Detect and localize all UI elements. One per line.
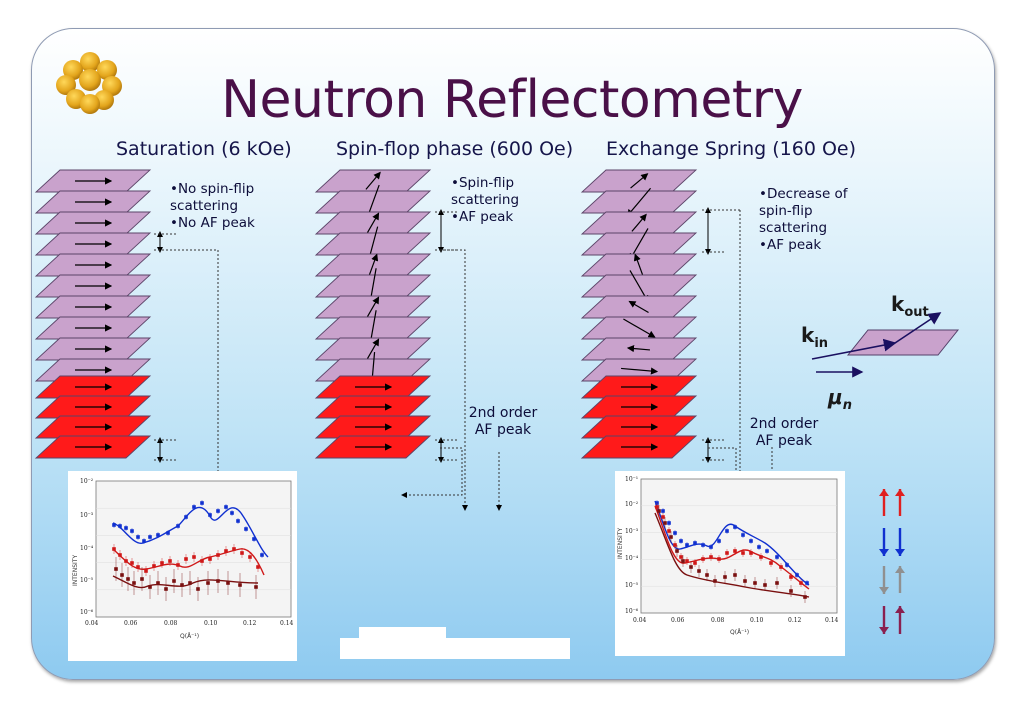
arrowhead [895,549,905,556]
nanoparticle-logo-icon [56,52,122,114]
ytick: 10⁻⁶ [80,609,94,616]
phase-label-exchange-spring: Exchange Spring (160 Oe) [606,138,857,160]
phase-label-saturation: Saturation (6 kOe) [116,138,292,160]
plot-saturation-xlabel: Q(Å⁻¹) [180,633,200,640]
reflectivity-plot-exchange-spring: INTENSITY Q(Å⁻¹) 10⁻¹ 10⁻² 10⁻³ 10⁻⁴ 10⁻… [615,471,845,656]
arrowhead [895,606,905,613]
moment-arrow [628,300,649,314]
xtick: 0.06 [124,620,138,627]
note-saturation: •No spin-flip scattering •No AF peak [170,181,255,231]
arrowhead [879,489,889,496]
moment-arrow [630,173,649,189]
fit-curve [112,507,269,558]
note-exchange-spring: •Decrease of spin-flip scattering •AF pe… [759,186,848,253]
arrowhead [895,566,905,573]
arrowhead [895,489,905,496]
plot-saturation-canvas [95,480,292,618]
moment-arrow [633,253,644,276]
moment-arrow [368,253,379,276]
reflectivity-plot-saturation: INTENSITY Q(Å⁻¹) 10⁻² 10⁻³ 10⁻⁴ 10⁻⁵ 10⁻… [68,471,297,661]
plot-exchange-xlabel: Q(Å⁻¹) [730,629,750,636]
mu-label: μn [828,385,852,413]
xtick: 0.08 [164,620,178,627]
xtick: 0.14 [825,617,839,624]
note-spin-flop: •Spin-flip scattering •AF peak [451,175,520,225]
fit-curve [112,548,265,576]
label-2nd-order-af-peak-exchange: 2nd order AF peak [749,416,819,449]
xtick: 0.04 [85,620,99,627]
phase-label-spin-flop: Spin-flop phase (600 Oe) [336,138,574,160]
plot-saturation-ylabel: INTENSITY [72,554,79,586]
xtick: 0.04 [633,617,647,624]
moment-arrow [623,318,656,338]
arrowhead [879,587,889,594]
ytick: 10⁻⁵ [625,582,639,589]
plot-exchange-ylabel: INTENSITY [617,527,624,559]
xtick: 0.08 [711,617,725,624]
moment-arrow [366,296,380,317]
moment-arrow [366,212,380,233]
ytick: 10⁻⁴ [625,555,639,562]
xtick: 0.10 [750,617,764,624]
moment-arrow [626,344,651,353]
page-title: Neutron Reflectometry [221,70,803,130]
plot-frame [95,480,292,618]
xtick: 0.12 [243,620,257,627]
xtick: 0.12 [788,617,802,624]
ytick: 10⁻³ [80,512,94,519]
fit-curve [654,500,810,586]
xtick: 0.14 [280,620,294,627]
moment-arrow [626,187,652,217]
blank-box [359,627,446,639]
ytick: 10⁻⁶ [625,608,639,615]
arrowhead [879,549,889,556]
moment-arrow [366,338,380,359]
moment-arrow [365,171,381,190]
moment-arrow [631,213,647,232]
blank-box [340,638,570,659]
scattering-geometry [811,312,960,378]
xtick: 0.10 [204,620,218,627]
arrowhead [879,627,889,634]
k-out-label: kout [891,292,929,320]
ytick: 10⁻⁵ [80,577,94,584]
ytick: 10⁻² [625,501,639,508]
ytick: 10⁻⁴ [80,545,94,552]
fit-curve [112,575,259,589]
ytick: 10⁻³ [625,528,639,535]
ytick: 10⁻² [80,478,94,485]
plot-exchange-canvas [640,478,838,614]
ytick: 10⁻¹ [625,476,639,483]
polarization-legend [879,489,905,634]
label-2nd-order-af-peak-spinflop: 2nd order AF peak [468,405,538,438]
moment-arrow [621,367,659,375]
xtick: 0.06 [671,617,685,624]
k-in-label: kin [801,323,829,351]
